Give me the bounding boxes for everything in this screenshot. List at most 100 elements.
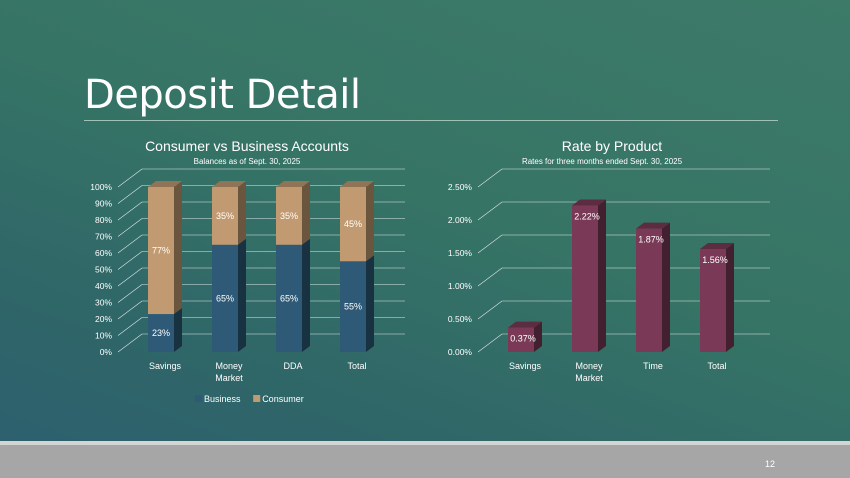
- chart1-bar-business: [340, 255, 374, 352]
- chart2-grid-diag: [477, 201, 503, 221]
- page-number: 12: [764, 459, 775, 469]
- chart2-title: Rate by Product: [562, 138, 662, 154]
- chart1-bar-consumer-side: [366, 181, 374, 262]
- title-divider: [84, 120, 778, 121]
- chart1-bar-business-side: [366, 255, 374, 352]
- chart2-category-label: Money Market: [575, 361, 603, 383]
- legend-swatch-consumer: [253, 395, 261, 402]
- chart1-grid-diag: [117, 333, 143, 353]
- chart2-grid-diag: [477, 267, 503, 287]
- chart1-bar-consumer-front: [340, 187, 366, 262]
- chart1-bar-business-side: [238, 238, 246, 352]
- chart2-bar-top: [508, 321, 542, 328]
- chart1-grid-diag: [117, 218, 143, 237]
- chart1-bar-business-side: [302, 238, 310, 352]
- chart1-bar-consumer-side: [174, 181, 182, 315]
- consumer-vs-business-chart: Consumer vs Business Accounts Balances a…: [90, 138, 405, 404]
- chart2-bar-front: [700, 249, 726, 352]
- chart2-value-label: 1.56%: [702, 255, 728, 265]
- chart1-ytick-label: 20%: [95, 314, 112, 324]
- chart1-bar-consumer-side: [302, 181, 310, 245]
- chart1-category-label: DDA: [283, 361, 302, 371]
- chart2-bar-front: [572, 205, 598, 352]
- chart1-bar-business-front: [276, 244, 302, 352]
- legend-swatch-business: [195, 395, 202, 402]
- legend-label-business: Business: [204, 394, 241, 404]
- chart1-value-label: 35%: [216, 211, 234, 221]
- chart1-value-label: 55%: [344, 302, 362, 312]
- chart2-value-label: 2.22%: [574, 211, 600, 221]
- chart1-ytick-label: 50%: [95, 265, 112, 275]
- chart2-category-label: Total: [707, 361, 726, 371]
- chart2-subtitle: Rates for three months ended Sept. 30, 2…: [522, 157, 683, 166]
- chart1-bar-business-front: [148, 314, 174, 352]
- chart1-grid-diag: [117, 168, 143, 188]
- chart1-bar-business: [276, 238, 310, 352]
- chart2-ytick-label: 1.50%: [448, 248, 473, 258]
- chart1-ytick-label: 100%: [90, 182, 112, 192]
- chart1-ytick-label: 80%: [95, 215, 112, 225]
- chart1-grid-diag: [117, 300, 143, 320]
- chart2-bar: [572, 199, 606, 352]
- chart1-ytick-label: 40%: [95, 281, 112, 291]
- chart2-bar-front: [636, 228, 662, 352]
- chart2-grid-diag: [477, 234, 503, 254]
- chart1-category-label: Savings: [149, 361, 182, 371]
- chart2-bar-side: [598, 199, 606, 352]
- chart2-bar-top: [636, 222, 670, 229]
- chart1-bar-consumer-front: [148, 187, 174, 315]
- chart2-bar: [700, 243, 734, 352]
- chart2-value-label: 0.37%: [510, 334, 536, 344]
- chart2-bar-side: [726, 243, 734, 352]
- chart2-category-label: Time: [643, 361, 663, 371]
- chart1-bar-business: [212, 238, 246, 352]
- chart1-bar-consumer: [276, 181, 310, 245]
- chart1-grid-diag: [117, 251, 143, 270]
- chart2-grid-diag: [477, 300, 503, 320]
- chart2-category-label-line2: Market: [575, 373, 603, 383]
- slide-title: Deposit Detail: [84, 72, 361, 118]
- chart2-grid-diag: [477, 333, 503, 353]
- chart1-grid-diag: [117, 267, 143, 287]
- chart1-bar-consumer-top: [212, 181, 246, 187]
- chart2-bar-front: [508, 327, 534, 352]
- chart1-bar-business: [148, 308, 182, 352]
- chart1-ytick-label: 70%: [95, 232, 112, 242]
- chart2-value-label: 1.87%: [638, 235, 664, 245]
- chart1-value-label: 23%: [152, 328, 170, 338]
- chart1-bar-consumer: [212, 181, 246, 245]
- chart1-bar-consumer-top: [148, 181, 182, 187]
- footer-divider: [0, 441, 850, 445]
- chart1-bar-consumer-front: [212, 187, 238, 245]
- chart1-ytick-label: 30%: [95, 298, 112, 308]
- chart2-ytick-label: 0.00%: [448, 347, 473, 357]
- chart1-category-label-line2: Market: [215, 373, 243, 383]
- chart1-value-label: 35%: [280, 211, 298, 221]
- chart1-bar-consumer-front: [276, 187, 302, 245]
- chart1-bar-business-front: [340, 261, 366, 352]
- chart1-value-label: 77%: [152, 246, 170, 256]
- chart1-title: Consumer vs Business Accounts: [145, 138, 349, 154]
- chart1-bar-consumer: [148, 181, 182, 315]
- chart2-ytick-label: 2.00%: [448, 215, 473, 225]
- chart1-ytick-label: 60%: [95, 248, 112, 258]
- chart1-value-label: 65%: [216, 293, 234, 303]
- chart2-bar: [508, 321, 542, 352]
- rate-by-product-chart: Rate by Product Rates for three months e…: [448, 138, 770, 383]
- chart1-subtitle: Balances as of Sept. 30, 2025: [194, 157, 301, 166]
- chart2-category-label: Savings: [509, 361, 542, 371]
- chart1-grid-diag: [117, 317, 143, 336]
- chart2-bar: [636, 222, 670, 352]
- chart1-value-label: 65%: [280, 293, 298, 303]
- chart1-category-label: Money Market: [215, 361, 243, 383]
- chart1-ytick-label: 90%: [95, 199, 112, 209]
- chart1-bar-consumer-top: [276, 181, 310, 187]
- chart1-bar-consumer-top: [340, 181, 374, 187]
- chart1-grid-diag: [117, 185, 143, 204]
- chart1-bar-consumer: [340, 181, 374, 262]
- chart2-bar-side: [662, 222, 670, 352]
- chart1-grid-diag: [117, 284, 143, 303]
- chart2-grid-diag: [477, 168, 503, 188]
- chart1-category-label: Total: [347, 361, 366, 371]
